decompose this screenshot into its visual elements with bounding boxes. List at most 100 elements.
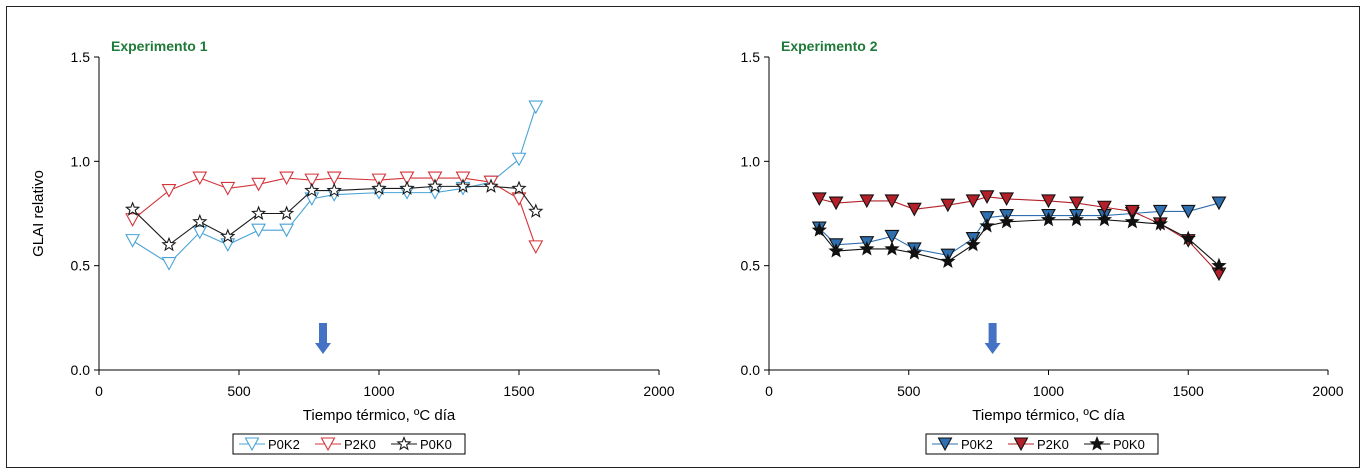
chart-title: Experimento 2: [781, 38, 878, 54]
x-axis-label: Tiempo térmico, ºC día: [303, 407, 456, 424]
legend-label: P0K0: [420, 437, 452, 452]
legend-marker: [937, 437, 953, 452]
data-point-p0k0: [1068, 211, 1085, 227]
chart-panel-1: 0 500 1000 1500 2000 0.0 0.5 1.0 1.5 Experimento …: [30, 38, 675, 455]
data-point-p0k2: [979, 211, 995, 225]
y-tick-label: 0.0: [71, 362, 91, 378]
data-point-p2k0: [1096, 200, 1112, 215]
data-point-p0k0: [250, 205, 267, 220]
data-point-p0k2: [220, 238, 236, 252]
data-point-p2k0: [811, 192, 827, 207]
legend-label: P2K0: [344, 437, 376, 452]
x-tick-label: 2000: [643, 383, 674, 399]
y-tick-label: 1.0: [71, 153, 91, 169]
data-point-p0k0: [884, 240, 900, 256]
data-point-p2k0: [1041, 194, 1056, 209]
data-point-p0k0: [455, 178, 471, 193]
data-point-p0k2: [511, 152, 527, 167]
data-point-p0k0: [161, 236, 177, 252]
data-point-p0k0: [1211, 257, 1227, 273]
data-point-p0k2: [125, 234, 141, 248]
data-point-p2k0: [511, 192, 527, 207]
data-point-p2k0: [125, 213, 141, 227]
data-point-p2k0: [979, 190, 995, 204]
data-point-p0k2: [1180, 204, 1196, 219]
data-point-p0k0: [528, 203, 544, 218]
x-tick-label: 500: [227, 383, 251, 399]
legend-marker: [1013, 437, 1029, 452]
arrow-down-icon: [984, 323, 1001, 354]
arrow-down-icon: [315, 323, 331, 354]
data-point-p0k0: [511, 180, 527, 195]
data-point-p0k2: [1152, 204, 1168, 219]
data-point-p0k0: [1124, 213, 1140, 229]
legend-marker: [244, 437, 260, 452]
data-point-p2k0: [279, 171, 295, 186]
data-point-p0k0: [998, 213, 1015, 229]
data-point-p0k0: [399, 180, 415, 195]
legend-marker: [1089, 435, 1105, 451]
data-point-p0k0: [278, 205, 295, 220]
y-tick-label: 1.5: [741, 49, 761, 65]
data-point-p2k0: [251, 177, 267, 192]
legend: P0K2 P2K0 P0K0: [925, 433, 1159, 455]
legend: P0K2 P2K0 P0K0: [232, 433, 466, 455]
data-point-p2k0: [965, 194, 981, 209]
data-point-p2k0: [884, 194, 900, 209]
data-point-p2k0: [326, 171, 342, 186]
chart-panel-2: 0 500 1000 1500 2000 0.0 0.5 1.0 1.5 Experimento …: [741, 38, 1344, 455]
data-point-p0k2: [161, 257, 177, 271]
data-point-p0k0: [979, 218, 995, 233]
legend-marker: [320, 437, 336, 452]
figure-frame: 0 500 1000 1500 2000 0.0 0.5 1.0 1.5 Experimento …: [6, 6, 1360, 468]
data-point-p0k2: [279, 223, 295, 238]
data-point-p0k0: [220, 228, 236, 243]
chart-title: Experimento 1: [111, 38, 208, 54]
data-point-p0k0: [124, 201, 141, 216]
legend-label: P0K0: [1113, 437, 1145, 452]
data-point-p0k0: [192, 213, 208, 229]
legend-label: P0K2: [268, 437, 300, 452]
x-tick-label: 2000: [1312, 383, 1343, 399]
x-tick-label: 0: [95, 383, 103, 399]
data-point-p0k0: [965, 236, 981, 252]
series-line-p0k2: [818, 202, 1220, 256]
data-point-p2k0: [828, 196, 844, 211]
y-tick-label: 0.5: [71, 258, 91, 274]
data-point-p0k0: [1096, 211, 1113, 227]
data-point-p2k0: [528, 240, 544, 255]
data-point-p0k0: [371, 180, 387, 195]
data-point-p0k0: [1152, 215, 1168, 231]
data-point-p0k0: [427, 178, 443, 193]
data-point-p0k2: [251, 223, 267, 238]
x-tick-label: 0: [765, 383, 773, 399]
data-point-p2k0: [399, 171, 415, 186]
data-point-p2k0: [161, 183, 177, 198]
y-tick-label: 0.0: [741, 362, 761, 378]
figure-canvas: 0 500 1000 1500 2000 0.0 0.5 1.0 1.5 Experimento …: [30, 38, 1344, 455]
data-point-p2k0: [999, 192, 1015, 207]
data-point-p0k0: [1040, 211, 1057, 227]
data-point-p0k0: [828, 243, 844, 258]
x-tick-label: 1500: [503, 383, 534, 399]
legend-marker: [396, 435, 412, 451]
data-point-p0k0: [1180, 230, 1196, 246]
data-point-p0k2: [192, 225, 208, 240]
x-tick-label: 1000: [1033, 383, 1064, 399]
data-point-p2k0: [859, 194, 875, 209]
data-point-p2k0: [906, 202, 922, 217]
data-point-p2k0: [220, 181, 236, 196]
data-point-p2k0: [1069, 196, 1084, 211]
series-line-p2k0: [819, 196, 1220, 275]
data-point-p2k0: [455, 171, 471, 186]
y-axis-label: GLAI relativo: [30, 170, 47, 257]
data-point-p0k0: [811, 222, 827, 237]
data-point-p0k0: [304, 182, 320, 198]
data-point-p2k0: [1124, 204, 1140, 219]
data-point-p0k0: [483, 178, 499, 193]
data-point-p0k0: [859, 240, 875, 256]
legend-label: P0K2: [961, 437, 993, 452]
data-point-p2k0: [371, 173, 387, 188]
x-tick-label: 1000: [363, 383, 394, 399]
y-tick-label: 0.5: [741, 258, 761, 274]
